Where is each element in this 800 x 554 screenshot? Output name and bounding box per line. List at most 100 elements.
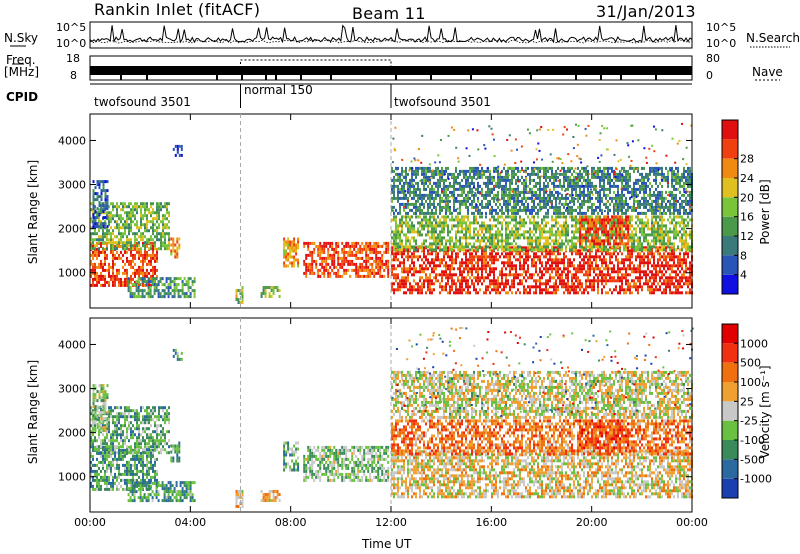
power-cell <box>481 202 483 206</box>
power-cell <box>445 242 447 246</box>
power-cell <box>687 252 689 256</box>
power-cell <box>98 247 100 251</box>
power-cell <box>513 236 515 240</box>
power-cell <box>141 277 144 281</box>
power-cell <box>144 244 146 248</box>
power-cell <box>673 236 675 240</box>
power-cell <box>445 252 447 256</box>
power-cell <box>517 258 519 262</box>
power-cell <box>241 289 244 292</box>
power-cell <box>133 295 136 299</box>
power-cell <box>120 235 122 239</box>
power-cell <box>577 285 579 289</box>
power-cell <box>567 282 569 286</box>
power-cell <box>595 233 597 237</box>
power-cell <box>405 279 407 283</box>
power-cell <box>319 244 322 248</box>
power-cell <box>493 169 495 173</box>
power-cell <box>139 277 142 281</box>
power-cell <box>114 241 116 245</box>
power-cell <box>531 273 533 277</box>
power-cell <box>193 289 196 293</box>
power-cell <box>176 147 179 151</box>
power-cell <box>397 187 399 191</box>
power-cell <box>373 274 376 278</box>
power-cell <box>657 230 659 234</box>
power-cell <box>657 288 659 292</box>
power-cell <box>415 267 417 271</box>
power-cell <box>465 175 467 179</box>
power-cell <box>687 221 689 225</box>
power-cell <box>471 205 473 209</box>
power-cell <box>603 279 605 283</box>
power-cell <box>525 270 527 274</box>
power-cell <box>395 184 397 188</box>
power-cell <box>435 190 437 194</box>
power-cell <box>499 184 501 188</box>
power-cell <box>429 230 431 234</box>
power-cell <box>148 220 150 224</box>
power-cell <box>98 280 100 284</box>
power-cell <box>479 288 481 292</box>
power-cell <box>491 245 493 249</box>
power-cell <box>639 227 641 231</box>
power-cell <box>507 239 509 243</box>
power-cell <box>517 282 519 286</box>
power-cell <box>637 236 639 240</box>
power-cell <box>497 258 499 262</box>
power-cell <box>183 283 186 287</box>
power-cell <box>581 242 583 246</box>
power-cell <box>571 276 573 280</box>
power-cell <box>439 261 441 265</box>
power-cell <box>493 233 495 237</box>
power-cell <box>651 245 653 249</box>
power-cell <box>475 233 477 237</box>
power-cell <box>441 285 443 289</box>
power-cell <box>465 196 467 200</box>
power-cell <box>509 267 511 271</box>
power-cell <box>321 247 324 251</box>
power-cell <box>601 288 603 292</box>
power-cell <box>110 274 112 278</box>
power-cell <box>397 166 399 170</box>
power-cell <box>627 221 629 225</box>
power-cell <box>361 274 364 278</box>
power-cell <box>549 267 551 271</box>
power-cell <box>547 236 549 240</box>
power-cell <box>637 252 639 256</box>
power-cell <box>142 262 144 266</box>
power-cell <box>355 244 358 248</box>
power-cell <box>441 236 443 240</box>
power-cell <box>160 247 162 251</box>
power-cell <box>573 282 575 286</box>
power-cell <box>131 292 134 296</box>
power-cell <box>683 221 685 225</box>
power-cell <box>437 252 439 256</box>
power-cell <box>393 273 395 277</box>
power-cell <box>433 218 435 222</box>
power-cell <box>293 243 296 247</box>
power-cell <box>167 277 170 281</box>
power-cell <box>407 270 409 274</box>
power-cell <box>491 215 493 219</box>
power-cell <box>493 236 495 240</box>
power-cell <box>689 291 691 295</box>
power-cell <box>112 253 114 257</box>
power-cell <box>591 279 593 283</box>
power-cell <box>164 205 166 209</box>
power-cell <box>537 285 539 289</box>
power-cell <box>505 239 507 243</box>
power-cell <box>647 227 649 231</box>
power-cell <box>429 218 431 222</box>
power-cell <box>270 289 273 292</box>
power-cell <box>477 187 479 191</box>
power-cell <box>479 202 481 206</box>
power-cell <box>461 258 463 262</box>
power-cell <box>599 267 601 271</box>
power-cell <box>132 208 134 212</box>
power-cell <box>647 273 649 277</box>
power-cell <box>459 202 461 206</box>
power-cell <box>507 166 509 170</box>
power-cell <box>495 252 497 256</box>
